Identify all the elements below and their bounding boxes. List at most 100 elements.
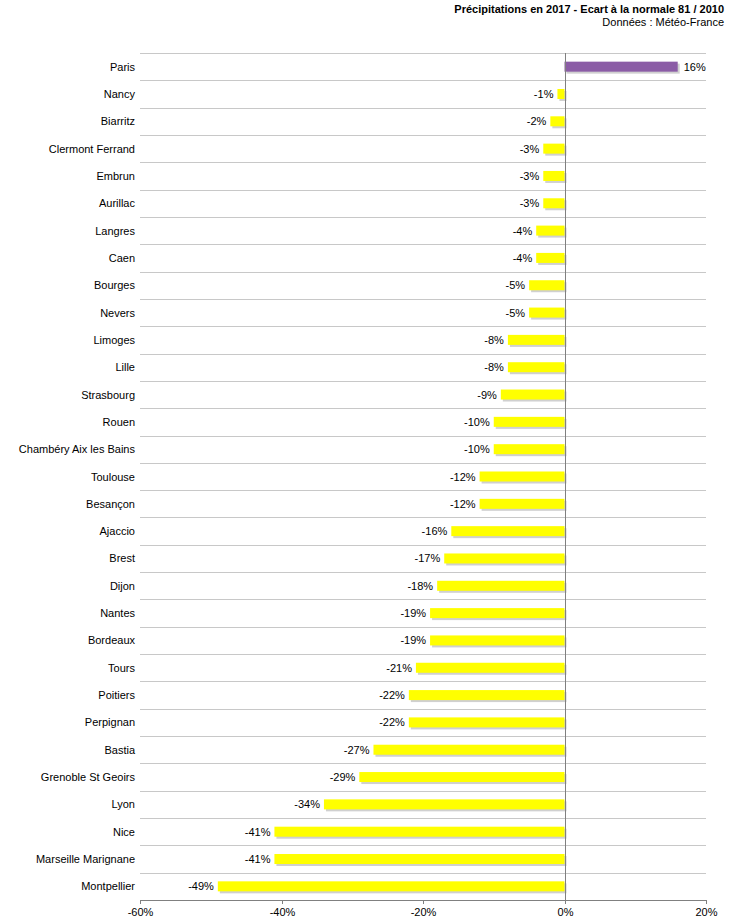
row-separator xyxy=(140,845,706,846)
row-separator xyxy=(140,463,706,464)
bar xyxy=(494,417,565,427)
bar xyxy=(565,62,678,72)
category-label: Grenoble St Geoirs xyxy=(41,771,136,783)
data-label: -22% xyxy=(379,689,405,701)
category-label: Caen xyxy=(109,252,135,264)
bar xyxy=(430,635,564,645)
zero-line xyxy=(565,53,566,900)
data-label: -22% xyxy=(379,716,405,728)
bar xyxy=(274,854,564,864)
bar xyxy=(501,390,565,400)
x-tick xyxy=(565,900,566,904)
row-separator xyxy=(140,572,706,573)
category-label: Besançon xyxy=(86,498,135,510)
data-label: -4% xyxy=(513,225,533,237)
data-label: -9% xyxy=(477,389,497,401)
category-label: Marseille Marignane xyxy=(36,853,135,865)
row-separator xyxy=(140,135,706,136)
row-separator xyxy=(140,545,706,546)
row-separator xyxy=(140,244,706,245)
data-label: -16% xyxy=(422,525,448,537)
row-separator xyxy=(140,162,706,163)
row-separator xyxy=(140,627,706,628)
row-separator xyxy=(140,791,706,792)
category-label: Biarritz xyxy=(101,115,135,127)
subtitle: Données : Météo-France xyxy=(602,16,724,28)
row-separator xyxy=(140,272,706,273)
bars xyxy=(218,62,680,894)
bar xyxy=(218,881,565,891)
data-label: 16% xyxy=(684,61,706,73)
bar xyxy=(480,499,565,509)
data-label: -12% xyxy=(450,498,476,510)
data-label: -8% xyxy=(484,361,504,373)
row-separator xyxy=(140,408,706,409)
x-tick xyxy=(423,900,424,904)
data-label: -4% xyxy=(513,252,533,264)
data-label: -21% xyxy=(386,662,412,674)
data-label: -5% xyxy=(506,307,526,319)
bar xyxy=(557,89,564,99)
row-separator xyxy=(140,681,706,682)
data-label: -1% xyxy=(534,88,554,100)
category-label: Limoges xyxy=(93,334,135,346)
category-label: Lille xyxy=(115,361,135,373)
x-tick-label: -40% xyxy=(270,906,296,918)
row-separator xyxy=(140,709,706,710)
row-separator xyxy=(140,517,706,518)
category-label: Poitiers xyxy=(98,689,135,701)
data-label: -49% xyxy=(188,880,214,892)
bar xyxy=(494,444,565,454)
data-label: -29% xyxy=(330,771,356,783)
category-label: Dijon xyxy=(110,580,135,592)
category-label: Lyon xyxy=(112,798,135,810)
data-label: -19% xyxy=(400,607,426,619)
bar xyxy=(359,772,564,782)
x-tick-label: -60% xyxy=(128,906,154,918)
labels: Paris16%Nancy-1%Biarritz-2%Clermont Ferr… xyxy=(19,61,706,893)
row-separator xyxy=(140,354,706,355)
x-tick-label: -20% xyxy=(411,906,437,918)
bar xyxy=(324,799,565,809)
row-separator xyxy=(140,436,706,437)
row-separator xyxy=(140,190,706,191)
row-separator xyxy=(140,654,706,655)
data-label: -5% xyxy=(506,279,526,291)
row-separator xyxy=(140,599,706,600)
data-label: -3% xyxy=(520,143,540,155)
data-label: -41% xyxy=(245,853,271,865)
data-label: -2% xyxy=(527,115,547,127)
category-label: Toulouse xyxy=(91,471,135,483)
bar xyxy=(430,608,564,618)
category-label: Perpignan xyxy=(85,716,135,728)
row-separator xyxy=(140,299,706,300)
x-tick xyxy=(282,900,283,904)
data-label: -27% xyxy=(344,744,370,756)
row-separator xyxy=(140,490,706,491)
bar xyxy=(508,335,565,345)
category-label: Paris xyxy=(110,61,136,73)
data-label: -3% xyxy=(520,197,540,209)
row-separator xyxy=(140,80,706,81)
bar xyxy=(543,171,564,181)
data-label: -8% xyxy=(484,334,504,346)
category-label: Bastia xyxy=(104,744,135,756)
bar xyxy=(373,745,564,755)
data-label: -19% xyxy=(400,634,426,646)
category-label: Tours xyxy=(108,662,135,674)
bar xyxy=(529,308,564,318)
data-label: -17% xyxy=(415,552,441,564)
bar xyxy=(451,526,564,536)
category-label: Nancy xyxy=(104,88,136,100)
bar xyxy=(274,827,564,837)
row-separators xyxy=(140,54,706,901)
row-separator xyxy=(140,108,706,109)
chart: Précipitations en 2017 - Ecart à la norm… xyxy=(0,0,730,922)
category-label: Embrun xyxy=(96,170,135,182)
x-tick xyxy=(706,900,707,904)
bar xyxy=(536,253,564,263)
category-label: Ajaccio xyxy=(100,525,135,537)
data-label: -10% xyxy=(464,416,490,428)
category-label: Strasbourg xyxy=(81,389,135,401)
row-separator xyxy=(140,53,706,54)
